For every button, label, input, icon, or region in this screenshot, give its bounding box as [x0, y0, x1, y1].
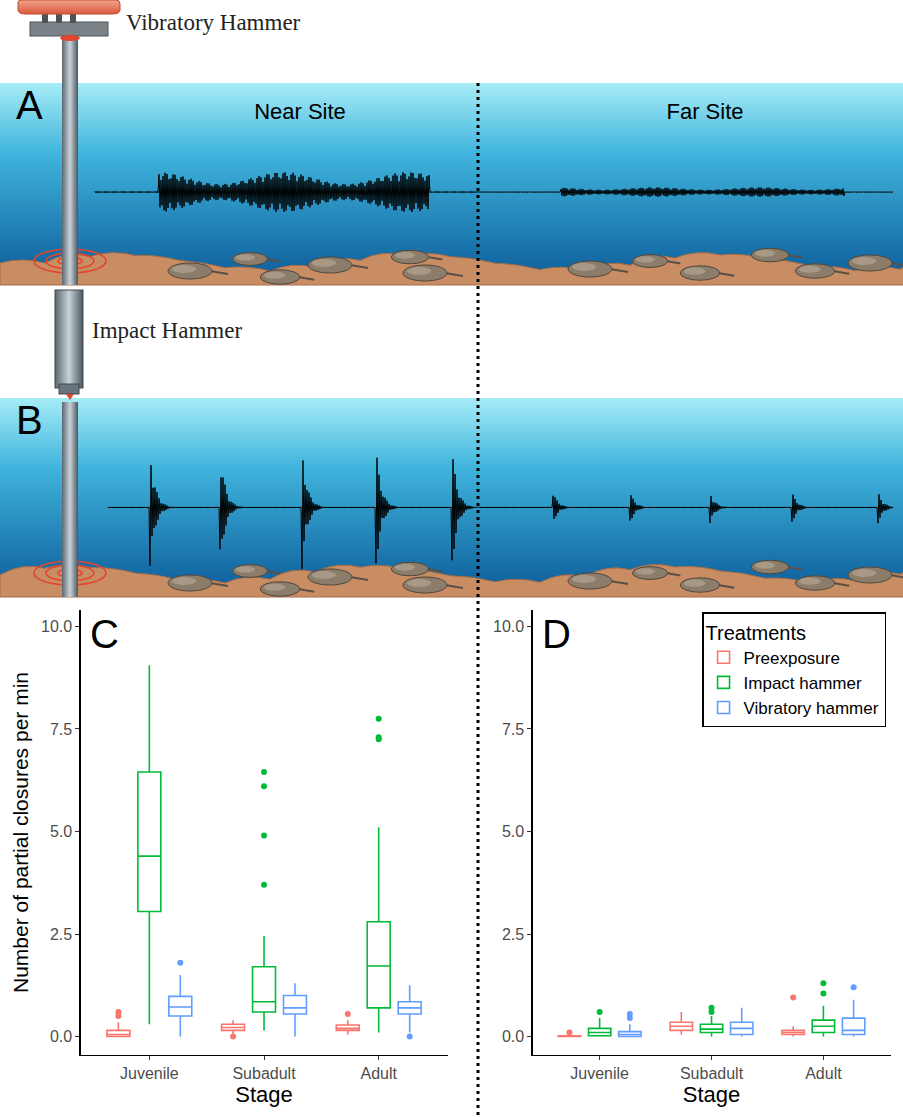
svg-text:Treatments: Treatments [706, 622, 806, 644]
svg-text:Impact Hammer: Impact Hammer [92, 318, 242, 343]
svg-text:Far Site: Far Site [666, 99, 743, 124]
svg-text:C: C [90, 612, 119, 656]
svg-text:D: D [542, 612, 571, 656]
svg-text:Adult: Adult [805, 1065, 842, 1082]
svg-text:Vibratory hammer: Vibratory hammer [744, 699, 879, 718]
svg-text:7.5: 7.5 [502, 721, 524, 738]
svg-text:0.0: 0.0 [502, 1028, 524, 1045]
svg-text:B: B [16, 398, 43, 442]
svg-text:7.5: 7.5 [50, 721, 72, 738]
svg-text:Preexposure: Preexposure [744, 649, 840, 668]
svg-text:5.0: 5.0 [50, 823, 72, 840]
svg-text:2.5: 2.5 [50, 926, 72, 943]
svg-text:0.0: 0.0 [50, 1028, 72, 1045]
svg-text:Number of partial closures per: Number of partial closures per min [9, 672, 32, 993]
svg-text:Subadult: Subadult [680, 1065, 744, 1082]
svg-text:10.0: 10.0 [41, 618, 72, 635]
svg-text:Stage: Stage [683, 1082, 741, 1107]
svg-text:Juvenile: Juvenile [570, 1065, 629, 1082]
svg-text:5.0: 5.0 [502, 823, 524, 840]
svg-text:10.0: 10.0 [493, 618, 524, 635]
svg-text:Impact hammer: Impact hammer [744, 674, 862, 693]
svg-text:Near Site: Near Site [254, 99, 346, 124]
svg-text:Juvenile: Juvenile [120, 1065, 179, 1082]
svg-text:Stage: Stage [235, 1082, 293, 1107]
svg-text:A: A [16, 83, 43, 127]
svg-text:2.5: 2.5 [502, 926, 524, 943]
svg-text:Adult: Adult [360, 1065, 397, 1082]
svg-text:Subadult: Subadult [232, 1065, 296, 1082]
svg-text:Vibratory Hammer: Vibratory Hammer [126, 10, 301, 35]
